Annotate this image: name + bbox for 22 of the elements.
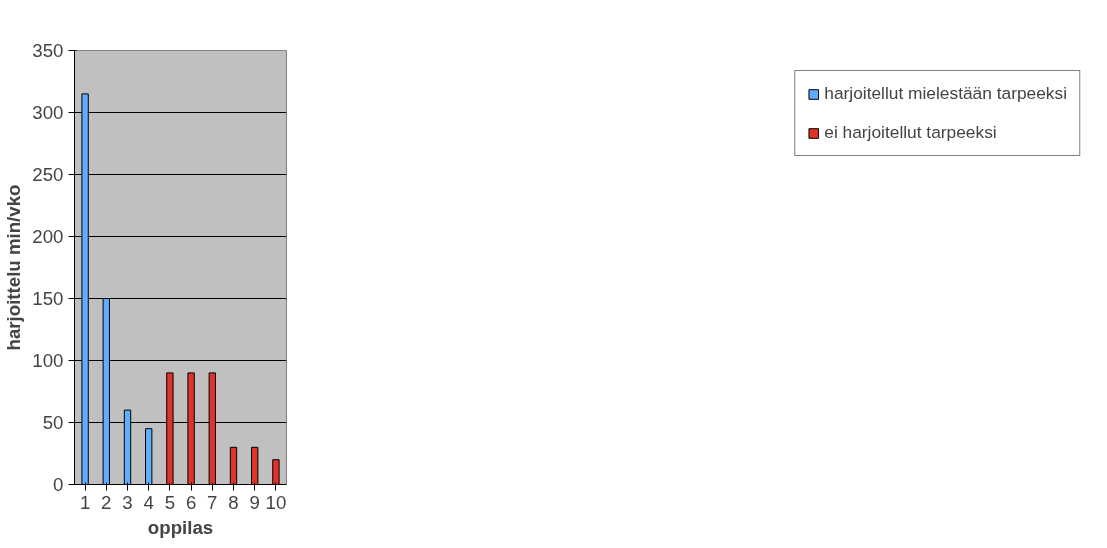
x-tick-label: 10 (265, 491, 287, 513)
y-tick-label: 250 (32, 164, 64, 185)
x-tick-label: 1 (79, 491, 91, 513)
x-tick-label: 3 (122, 491, 133, 513)
y-tick-label: 200 (32, 226, 64, 247)
x-axis-title: oppilas (147, 516, 214, 538)
y-axis-title: harjoittelu min/vko (3, 184, 25, 351)
x-tick-label: 8 (228, 491, 239, 513)
x-tick-label: 9 (249, 491, 260, 513)
y-tick-label: 300 (32, 102, 64, 123)
x-tick-label: 2 (101, 491, 112, 513)
y-tick-label: 50 (42, 412, 64, 433)
x-tick-label: 6 (185, 491, 197, 513)
legend-label: ei harjoitellut tarpeeksi (824, 122, 997, 143)
x-tick-label: 7 (207, 491, 218, 513)
y-tick-label: 0 (53, 474, 64, 495)
legend-label: harjoitellut mielestään tarpeeksi (824, 83, 1067, 104)
y-tick-label: 100 (32, 350, 64, 371)
y-tick-label: 350 (32, 40, 64, 61)
x-tick-label: 4 (143, 491, 154, 513)
y-tick-label: 150 (32, 288, 64, 309)
x-tick-label: 5 (164, 491, 176, 513)
